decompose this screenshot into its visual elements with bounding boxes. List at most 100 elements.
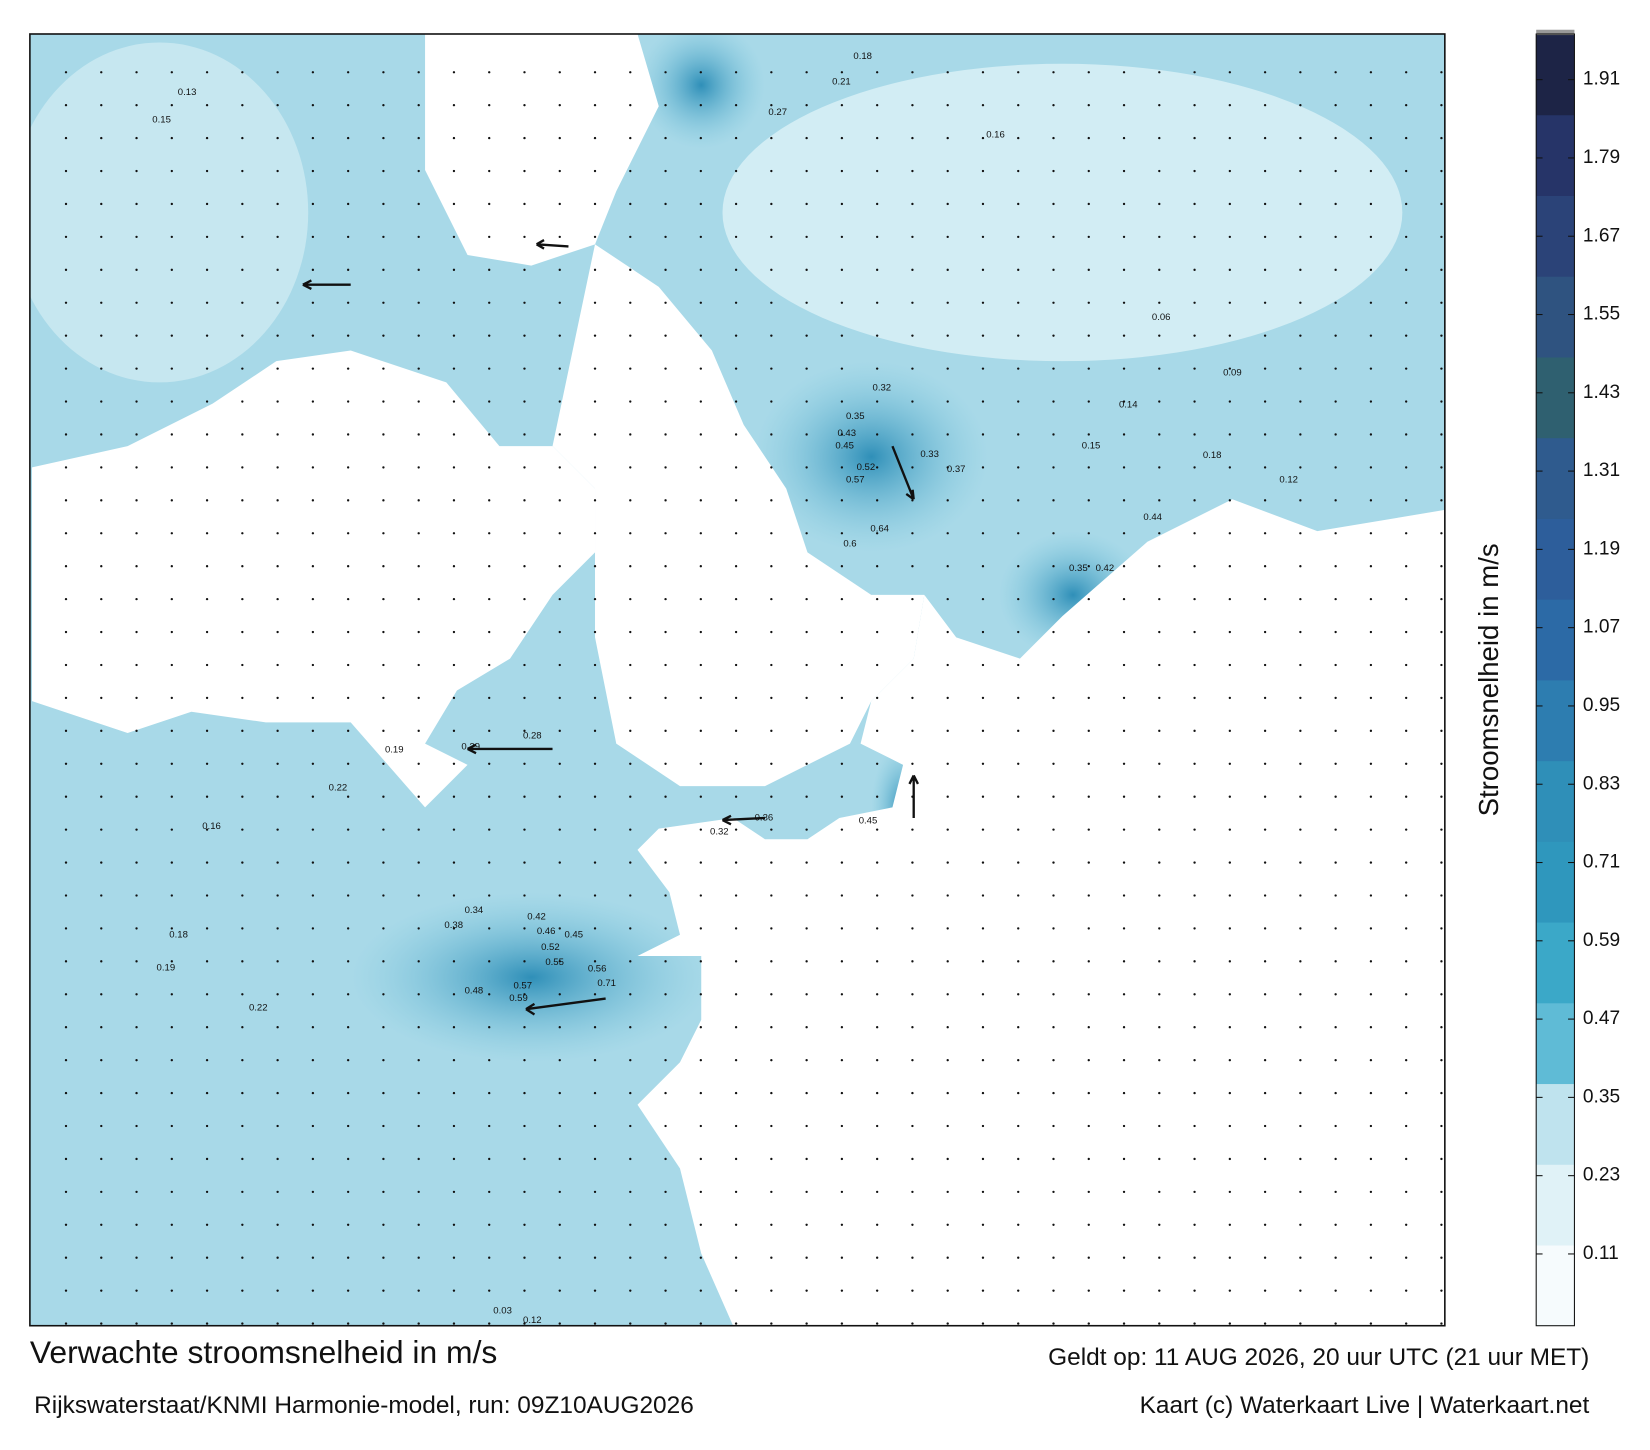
vector-dot (205, 663, 209, 667)
vector-dot (1193, 103, 1196, 107)
vector-dot (1193, 828, 1196, 831)
vector-dot (699, 268, 702, 271)
vector-dot (805, 1256, 808, 1259)
vector-dot (488, 795, 491, 798)
speed-label: 0.46 (537, 926, 556, 937)
vector-dot (488, 1289, 491, 1292)
vector-dot (875, 927, 879, 930)
vector-dot (417, 828, 420, 831)
speed-label: 0.32 (873, 382, 892, 393)
vector-dot (875, 466, 879, 469)
colorbar-tick-label: 1.19 (1583, 538, 1620, 559)
vector-dot (1087, 861, 1090, 864)
vector-dot (664, 1256, 667, 1259)
vector-dot (346, 532, 350, 535)
colorbar-band (1536, 356, 1575, 439)
vector-dot (629, 762, 632, 765)
vector-dot (1405, 1124, 1408, 1128)
vector-dot (629, 729, 632, 733)
vector-dot (311, 466, 315, 469)
vector-dot (205, 1190, 209, 1194)
vector-dot (241, 927, 244, 930)
vector-dot (382, 103, 385, 107)
vector-dot (734, 630, 738, 634)
vector-dot (946, 466, 949, 469)
vector-dot (911, 1256, 914, 1259)
vector-dot (276, 729, 279, 733)
vector-dot (170, 1322, 173, 1325)
vector-dot (699, 136, 702, 140)
vector-dot (452, 334, 456, 337)
vector-dot (946, 861, 949, 864)
vector-dot (1299, 499, 1302, 502)
colorbar-band (1536, 922, 1575, 1004)
vector-dot (135, 663, 138, 667)
vector-dot (840, 466, 844, 469)
vector-dot (699, 894, 702, 897)
vector-dot (1299, 894, 1302, 897)
vector-dot (1334, 729, 1337, 733)
vector-dot (1440, 993, 1443, 996)
vector-dot (1228, 1124, 1231, 1128)
vector-dot (452, 762, 456, 765)
vector-dot (1158, 400, 1161, 403)
vector-dot (135, 1026, 138, 1029)
vector-dot (1193, 334, 1196, 337)
vector-dot (170, 235, 173, 239)
vector-dot (1193, 136, 1196, 140)
vector-dot (1193, 202, 1196, 206)
vector-dot (1405, 103, 1408, 107)
vector-dot (699, 663, 702, 667)
vector-dot (170, 367, 173, 370)
vector-dot (1087, 1091, 1090, 1095)
vector-dot (241, 532, 244, 535)
vector-dot (417, 466, 420, 469)
vector-dot (311, 334, 315, 337)
vector-dot (452, 630, 456, 634)
vector-dot (311, 136, 315, 140)
speed-label: 0.45 (835, 441, 854, 452)
vector-dot (1122, 894, 1126, 897)
vector-dot (523, 1026, 526, 1029)
vector-dot (770, 433, 773, 436)
vector-dot (1263, 1256, 1267, 1259)
vector-dot (1122, 103, 1126, 107)
vector-dot (840, 630, 844, 634)
vector-dot (911, 1091, 914, 1095)
vector-dot (1158, 960, 1161, 963)
vector-dot (1405, 532, 1408, 535)
vector-dot (452, 828, 456, 831)
vector-dot (1122, 1091, 1126, 1095)
vector-dot (1263, 136, 1267, 140)
vector-dot (911, 367, 914, 370)
vector-dot (276, 927, 279, 930)
vector-dot (1193, 1190, 1196, 1194)
vector-dot (205, 1256, 209, 1259)
vector-dot (593, 960, 597, 963)
vector-dot (1263, 301, 1267, 304)
vector-dot (346, 1091, 350, 1095)
vector-dot (100, 367, 103, 370)
vector-dot (64, 565, 68, 568)
vector-dot (840, 960, 844, 963)
vector-dot (1087, 235, 1090, 239)
vector-dot (417, 1256, 420, 1259)
vector-dot (452, 1289, 456, 1292)
vector-dot (593, 71, 597, 74)
vector-dot (558, 466, 561, 469)
vector-dot (805, 400, 808, 403)
vector-dot (1263, 696, 1267, 700)
vector-dot (805, 729, 808, 733)
vector-dot (1405, 1289, 1408, 1292)
vector-dot (734, 103, 738, 107)
vector-dot (452, 1256, 456, 1259)
vector-dot (1299, 663, 1302, 667)
vector-dot (805, 1124, 808, 1128)
vector-dot (1369, 861, 1373, 864)
vector-dot (64, 663, 68, 667)
vector-dot (523, 729, 526, 733)
vector-dot (911, 1289, 914, 1292)
vector-dot (382, 795, 385, 798)
vector-dot (558, 103, 561, 107)
vector-dot (1228, 894, 1231, 897)
